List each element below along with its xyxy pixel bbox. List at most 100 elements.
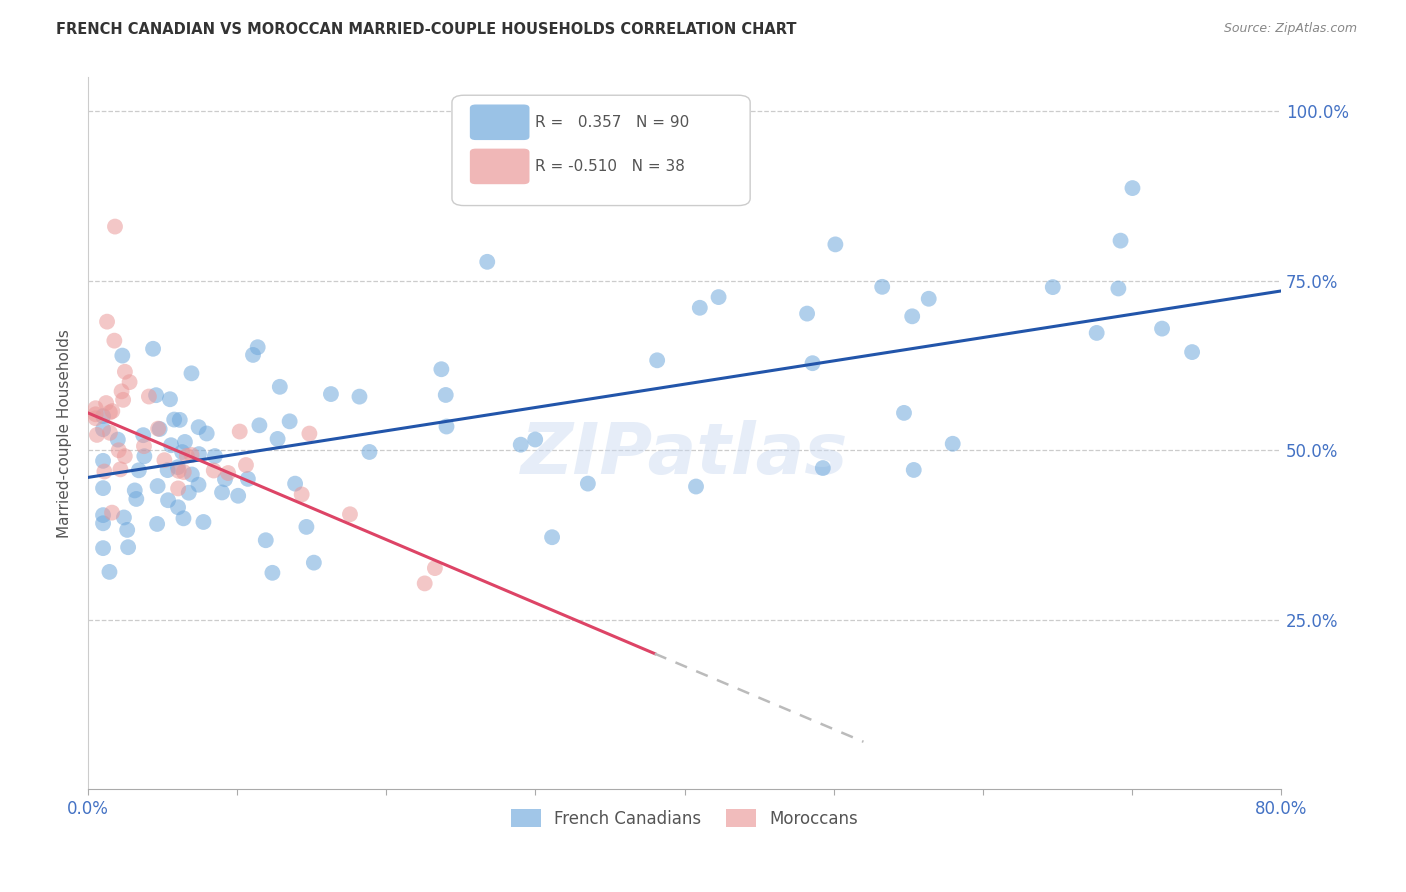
Point (204, 449, 226, 463)
Point (295, 520, 318, 534)
FancyBboxPatch shape (470, 149, 530, 185)
Point (187, 447, 209, 461)
Point (707, 290, 730, 304)
Point (110, 462, 132, 476)
Point (1109, 234, 1132, 248)
Point (801, 356, 824, 370)
Point (262, 566, 284, 580)
Point (901, 310, 924, 324)
Point (138, 390, 160, 404)
Point (112, 510, 135, 524)
Point (84, 401, 107, 416)
Point (811, 461, 834, 475)
Point (173, 465, 195, 479)
Text: ZIPatlas: ZIPatlas (520, 420, 848, 489)
Point (167, 460, 190, 475)
Point (169, 413, 191, 427)
Point (156, 463, 179, 477)
Y-axis label: Married-couple Households: Married-couple Households (58, 329, 72, 538)
Point (142, 342, 165, 356)
Point (893, 406, 915, 420)
Point (153, 453, 176, 467)
Point (1107, 281, 1129, 295)
Point (254, 533, 277, 548)
Point (91, 409, 114, 424)
Point (167, 500, 190, 515)
Point (163, 412, 186, 426)
Point (423, 561, 446, 575)
Point (94, 396, 117, 410)
Point (413, 576, 436, 591)
Point (96, 315, 118, 329)
Point (118, 375, 141, 389)
Point (146, 516, 169, 531)
Point (187, 477, 209, 491)
Point (202, 463, 225, 477)
Point (93, 465, 115, 479)
Point (278, 414, 301, 428)
Point (91, 541, 114, 556)
Point (98, 565, 121, 579)
Text: FRENCH CANADIAN VS MOROCCAN MARRIED-COUPLE HOUSEHOLDS CORRELATION CHART: FRENCH CANADIAN VS MOROCCAN MARRIED-COUP… (56, 22, 797, 37)
Point (180, 448, 202, 462)
Point (157, 493, 180, 508)
Point (91, 454, 114, 468)
Point (177, 485, 200, 500)
Point (339, 508, 361, 522)
Point (128, 463, 150, 477)
Point (1181, 345, 1204, 359)
Point (132, 428, 155, 442)
Point (903, 463, 925, 477)
Point (180, 367, 202, 381)
Point (98, 405, 121, 419)
Point (101, 506, 124, 520)
Point (146, 422, 169, 436)
Point (91, 481, 114, 495)
Point (176, 449, 198, 463)
Point (242, 348, 264, 362)
Point (319, 387, 342, 401)
Legend: French Canadians, Moroccans: French Canadians, Moroccans (505, 803, 865, 834)
Point (870, 280, 893, 294)
Point (107, 433, 129, 447)
Point (824, 237, 846, 252)
Point (228, 425, 250, 439)
Point (104, 219, 127, 234)
Point (167, 464, 190, 478)
Point (146, 479, 169, 493)
Point (1042, 280, 1064, 294)
Point (246, 340, 269, 354)
Point (1121, 181, 1143, 195)
Point (159, 392, 181, 407)
Point (193, 515, 215, 529)
Point (349, 390, 371, 404)
Point (645, 353, 668, 368)
Point (211, 485, 233, 500)
Point (576, 476, 599, 491)
Point (167, 482, 190, 496)
Point (524, 433, 547, 447)
Point (112, 392, 135, 407)
Point (187, 420, 209, 434)
Point (284, 476, 307, 491)
Point (149, 422, 172, 436)
Point (111, 349, 134, 363)
Point (226, 489, 249, 503)
Point (1150, 321, 1173, 335)
Point (172, 445, 194, 459)
Point (359, 445, 381, 459)
Point (84, 407, 107, 421)
Point (180, 467, 202, 482)
Point (195, 426, 218, 441)
Point (541, 530, 564, 544)
Point (298, 426, 321, 441)
Point (115, 523, 138, 537)
Point (434, 388, 457, 402)
Point (107, 443, 129, 458)
FancyBboxPatch shape (451, 95, 751, 205)
Point (110, 384, 132, 399)
Point (269, 380, 291, 394)
Point (266, 432, 288, 446)
Point (86, 428, 108, 442)
Point (796, 307, 818, 321)
